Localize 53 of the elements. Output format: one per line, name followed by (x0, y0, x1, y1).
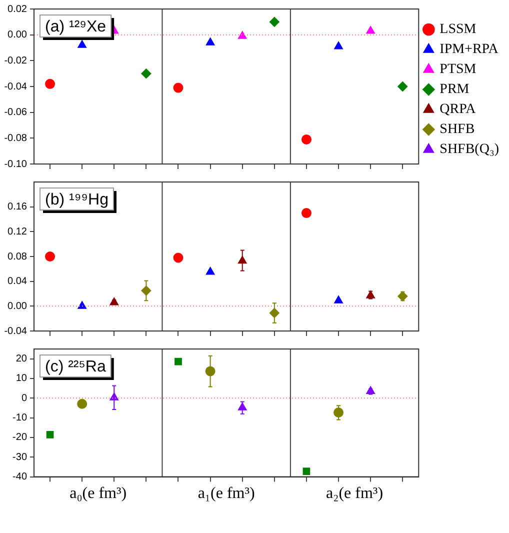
y-tick-label: -40 (12, 472, 28, 483)
y-tick-label: -0.04 (4, 81, 28, 92)
y-tick-label: -10 (12, 412, 28, 424)
point (78, 40, 86, 48)
point (46, 431, 54, 438)
point (366, 26, 375, 34)
point (45, 78, 56, 89)
point (334, 41, 343, 50)
point (206, 38, 215, 46)
y-tick-label: 0.00 (8, 300, 28, 312)
y-tick-label: -20 (12, 432, 28, 444)
y-tick-label: -0.02 (4, 55, 28, 66)
point (173, 252, 184, 263)
annotation: (b) ¹⁹⁹Hg (45, 191, 108, 208)
y-tick-label: 0 (21, 392, 28, 404)
text: a₀(e fm³) (70, 485, 127, 502)
legend-label: PRM (440, 82, 470, 98)
point (173, 82, 184, 93)
annotation: (a) ¹²⁹Xe (45, 18, 106, 36)
point (206, 267, 215, 275)
legend-label: IPM+RPA (440, 42, 500, 58)
y-tick-label: 0.02 (8, 4, 28, 15)
text: a₂(e fm³) (326, 485, 384, 502)
point (302, 468, 310, 475)
y-tick-label: 0.12 (8, 226, 28, 238)
y-tick-label: -0.06 (4, 107, 28, 118)
y-tick-label: 0.04 (8, 276, 28, 288)
point (334, 296, 343, 304)
y-tick-label: -0.04 (4, 326, 28, 337)
y-tick-label: 20 (16, 354, 28, 365)
point (301, 134, 312, 144)
legend-label: SHFB (440, 122, 475, 138)
annotation: (c) ²²⁵Ra (45, 358, 106, 376)
point (174, 358, 182, 366)
point (269, 16, 280, 27)
y-tick-label: 0.08 (8, 251, 28, 262)
y-tick-label: 0.00 (8, 30, 28, 41)
y-tick-label: -0.10 (4, 158, 28, 170)
point (398, 82, 408, 92)
y-tick-label: -0.08 (4, 132, 28, 144)
y-tick-label: 10 (16, 373, 28, 384)
point (45, 252, 56, 262)
y-tick-label: -30 (12, 452, 28, 463)
legend-label: PTSM (440, 62, 477, 78)
point (141, 68, 152, 79)
point (238, 31, 247, 39)
point (301, 208, 312, 218)
legend-label: LSSM (440, 22, 477, 38)
legend-label: SHFB(Q₃) (440, 142, 500, 158)
point (78, 301, 86, 309)
text: a₁(e fm³) (198, 485, 255, 502)
y-tick-label: 0.16 (8, 202, 28, 213)
legend-label: QRPA (440, 102, 477, 118)
